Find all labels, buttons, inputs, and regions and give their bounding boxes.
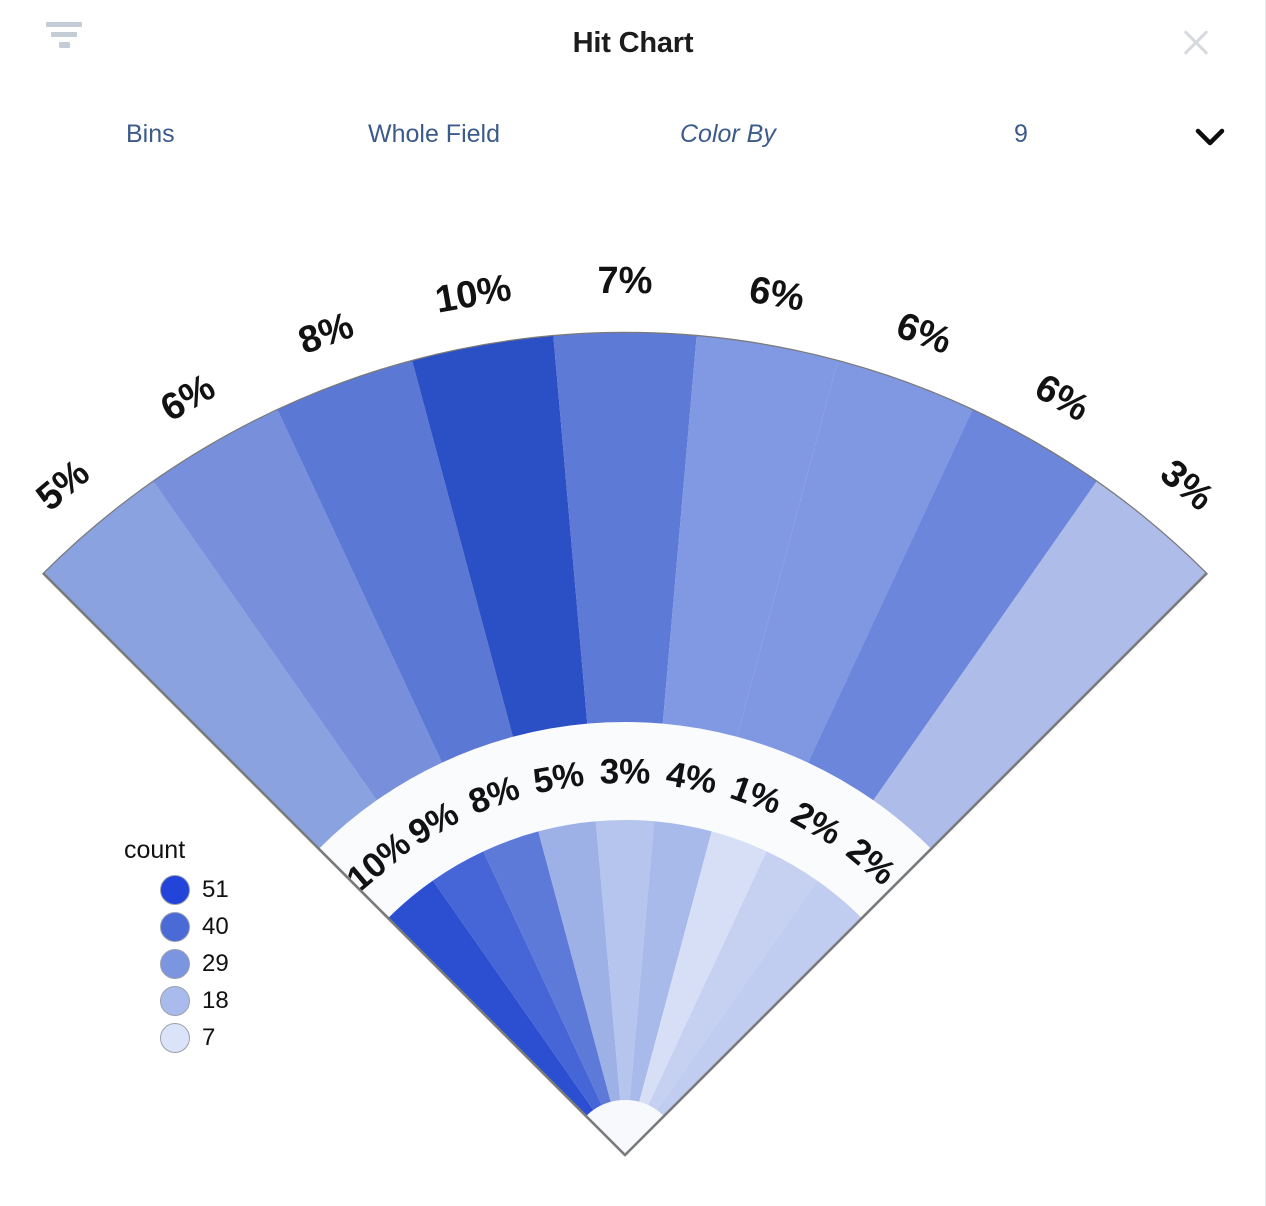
count-legend: count 51 40 29 18 7 [122,836,312,1056]
wedge-percent-label: 3% [600,753,651,792]
wedge-percent-label: 6% [1028,366,1097,430]
filter-icon-bar-2 [51,32,77,37]
legend-item: 18 [122,982,312,1019]
hit-zone-wedge[interactable] [277,361,513,763]
legend-value: 7 [202,1023,216,1051]
legend-item: 29 [122,945,312,982]
wedge-percent-label: 6% [154,366,223,430]
wedge-percent-label: 5% [29,452,98,519]
wedge-percent-label: 4% [663,754,720,801]
wedge-percent-label: 5% [530,754,587,801]
hit-zone-wedge[interactable] [595,820,655,1101]
ring-infield [388,820,862,1117]
wedge-percent-label: 8% [293,305,359,363]
chart-controls: Bins Whole Field Color By 9 [0,120,1265,180]
bin-count-value[interactable]: 9 [1014,120,1028,148]
wedge-percent-label: 10% [432,267,514,322]
filter-icon-bar-3 [58,42,70,48]
page-title: Hit Chart [572,27,694,59]
legend-value: 18 [202,986,229,1014]
hit-zone-wedge[interactable] [629,821,712,1102]
hit-zone-wedge[interactable] [648,851,818,1110]
legend-rows: 51 40 29 18 7 [122,871,312,1056]
legend-swatch [160,985,190,1016]
hit-zone-wedge[interactable] [412,336,588,737]
hit-zone-wedge[interactable] [737,361,973,763]
legend-item: 7 [122,1019,312,1056]
wedge-percent-label: 6% [746,269,807,320]
legend-value: 29 [202,949,229,977]
legend-swatch [160,911,190,942]
hit-chart-graphic: 5% 6% 8% 10% 7% 6% 6% 6% 3% 10% 9% 8% 5% 3% 4% 1% 2% 2% [0,190,1265,1206]
color-by-label[interactable]: Color By [680,120,776,148]
spray-chart-svg: 5%6%8%10% 7% 6%6%6%3%10%9%8% 5% 3% 4% 1%2%2% [29,260,1221,1157]
hit-zone-wedge[interactable] [656,880,862,1117]
hit-zone-wedge[interactable] [639,831,767,1106]
hit-zone-wedge[interactable] [553,333,697,724]
chevron-down-icon[interactable] [1192,122,1228,152]
hit-zone-wedge[interactable] [483,831,611,1106]
ring-outfield [43,333,1207,849]
panel-header: Hit Chart [0,0,1265,92]
legend-item: 40 [122,908,312,945]
hit-zone-wedge[interactable] [432,851,602,1110]
hit-zone-wedge[interactable] [153,410,443,801]
hit-zone-wedge[interactable] [538,821,621,1102]
legend-swatch [160,1022,190,1053]
foul-lines [42,572,1208,1156]
legend-swatch [160,948,190,979]
legend-swatch [160,874,190,905]
hit-zone-wedge[interactable] [807,410,1097,801]
close-icon[interactable] [1174,20,1218,64]
legend-item: 51 [122,871,312,908]
home-plate-area [586,1100,664,1155]
filter-icon-bar-1 [46,22,82,27]
hit-zone-wedge[interactable] [388,880,594,1117]
legend-value: 51 [202,875,229,903]
wedge-percent-label: 6% [891,305,957,363]
legend-title: count [124,836,186,864]
wedge-percent-label: 7% [598,260,653,302]
field-selector[interactable]: Whole Field [368,120,500,148]
hit-zone-wedge[interactable] [873,481,1207,849]
legend-value: 40 [202,912,229,940]
hit-zone-wedge[interactable] [43,481,377,849]
filter-icon[interactable] [44,22,84,58]
wedge-percent-label: 3% [1152,452,1221,519]
hit-zone-wedge[interactable] [662,336,838,737]
bins-label[interactable]: Bins [126,120,175,148]
